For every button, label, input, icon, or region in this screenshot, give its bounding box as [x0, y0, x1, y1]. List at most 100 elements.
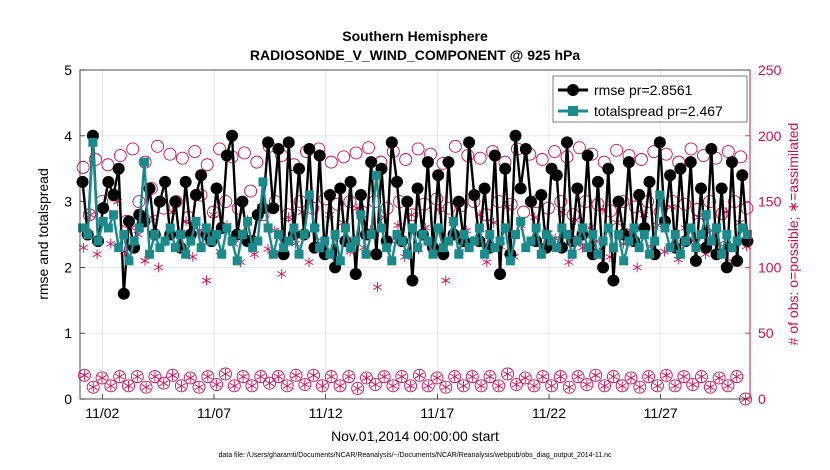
series-line [81, 142, 749, 266]
data-point [571, 182, 584, 195]
chart-title: Southern Hemisphere [342, 28, 488, 44]
data-point [545, 379, 559, 393]
data-point [535, 189, 548, 202]
data-point [527, 379, 541, 393]
asterisk-stroke [212, 381, 222, 388]
data-point [264, 378, 275, 389]
asterisk-stroke [397, 373, 407, 380]
data-point [159, 175, 172, 188]
asterisk-stroke [88, 384, 98, 391]
data-point [140, 255, 150, 266]
data-point [395, 370, 409, 384]
data-point [722, 230, 732, 239]
data-point [421, 379, 435, 393]
data-point [330, 230, 340, 239]
data-point [377, 223, 386, 233]
data-point [83, 230, 93, 239]
asterisk-stroke [626, 375, 636, 381]
data-point [535, 153, 549, 166]
data-point [361, 372, 372, 383]
data-point [258, 177, 268, 187]
data-point [299, 230, 309, 239]
y-tick-label-right: 100 [758, 259, 782, 275]
data-point [300, 379, 310, 390]
data-point [661, 370, 671, 381]
data-point [130, 370, 144, 384]
data-point [129, 236, 139, 246]
data-point [406, 380, 416, 391]
data-point [106, 380, 116, 391]
data-point [695, 182, 708, 195]
ticks: 11/02 11/07 11/12 11/17 11/22 11/270123450501… [64, 62, 781, 421]
data-point [557, 223, 567, 233]
y-axis-label: rmse and totalspread [35, 168, 51, 300]
asterisk-stroke [441, 277, 451, 284]
data-point [511, 379, 521, 390]
data-point [518, 371, 532, 385]
data-point [474, 223, 484, 233]
data-point [334, 182, 347, 195]
data-point [581, 149, 594, 162]
asterisk-stroke [511, 381, 521, 388]
data-point [236, 370, 250, 384]
data-point [282, 136, 295, 149]
data-point [153, 195, 166, 208]
data-point [139, 157, 149, 167]
data-point [457, 379, 470, 393]
data-point [132, 195, 146, 209]
data-point [192, 380, 206, 394]
data-point [607, 274, 620, 287]
data-point [113, 370, 127, 384]
data-point [97, 372, 107, 383]
data-point [502, 368, 513, 379]
data-point [686, 378, 700, 391]
asterisk-stroke [520, 375, 530, 381]
data-point [245, 379, 259, 393]
data-point [304, 257, 314, 268]
data-point [122, 215, 135, 228]
data-point [126, 142, 140, 156]
data-point [279, 243, 289, 253]
data-point [635, 382, 645, 393]
data-point [608, 243, 618, 253]
data-point [742, 230, 752, 239]
data-point [124, 256, 134, 266]
data-point [485, 230, 495, 239]
data-point [335, 380, 345, 391]
data-point [293, 162, 306, 175]
asterisk-stroke [304, 259, 314, 266]
data-point [86, 380, 100, 394]
asterisk-stroke [203, 373, 213, 380]
data-point [441, 275, 451, 286]
data-point [572, 141, 586, 155]
data-point [622, 156, 635, 169]
data-point [526, 236, 536, 246]
asterisk-stroke [608, 373, 618, 380]
data-point [519, 142, 532, 155]
data-point [335, 256, 345, 266]
asterisk-stroke [229, 382, 239, 389]
asterisk-stroke [502, 371, 513, 377]
data-point [386, 379, 400, 393]
data-point [414, 370, 424, 381]
data-point [315, 243, 325, 253]
data-point [547, 380, 557, 391]
data-point [582, 379, 592, 390]
data-point [439, 380, 453, 394]
legend-marker-rmse [567, 84, 579, 96]
y-tick-label: 1 [64, 325, 72, 341]
data-point [433, 223, 443, 233]
data-point [465, 370, 479, 384]
data-point [141, 382, 151, 393]
data-point [117, 287, 130, 300]
y-tick-label-right: 0 [758, 391, 766, 407]
y-tick-label: 3 [64, 194, 72, 210]
data-point [88, 137, 98, 147]
data-point [102, 175, 115, 188]
data-point [93, 236, 103, 246]
data-point [615, 379, 629, 393]
data-point [495, 236, 505, 246]
data-point [148, 370, 162, 384]
data-point [353, 383, 363, 394]
data-point [531, 223, 541, 233]
